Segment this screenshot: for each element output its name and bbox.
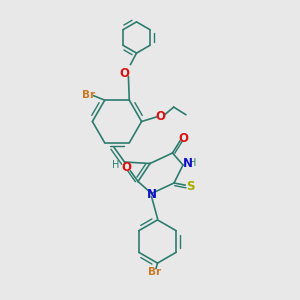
Text: O: O xyxy=(155,110,165,123)
Text: O: O xyxy=(119,67,130,80)
Text: S: S xyxy=(186,180,195,194)
Text: H: H xyxy=(112,160,119,170)
Text: N: N xyxy=(183,157,193,170)
Text: Br: Br xyxy=(148,267,161,277)
Text: Br: Br xyxy=(82,90,95,100)
Text: O: O xyxy=(121,161,131,175)
Text: O: O xyxy=(178,132,189,145)
Text: H: H xyxy=(189,158,196,168)
Text: N: N xyxy=(147,188,157,202)
